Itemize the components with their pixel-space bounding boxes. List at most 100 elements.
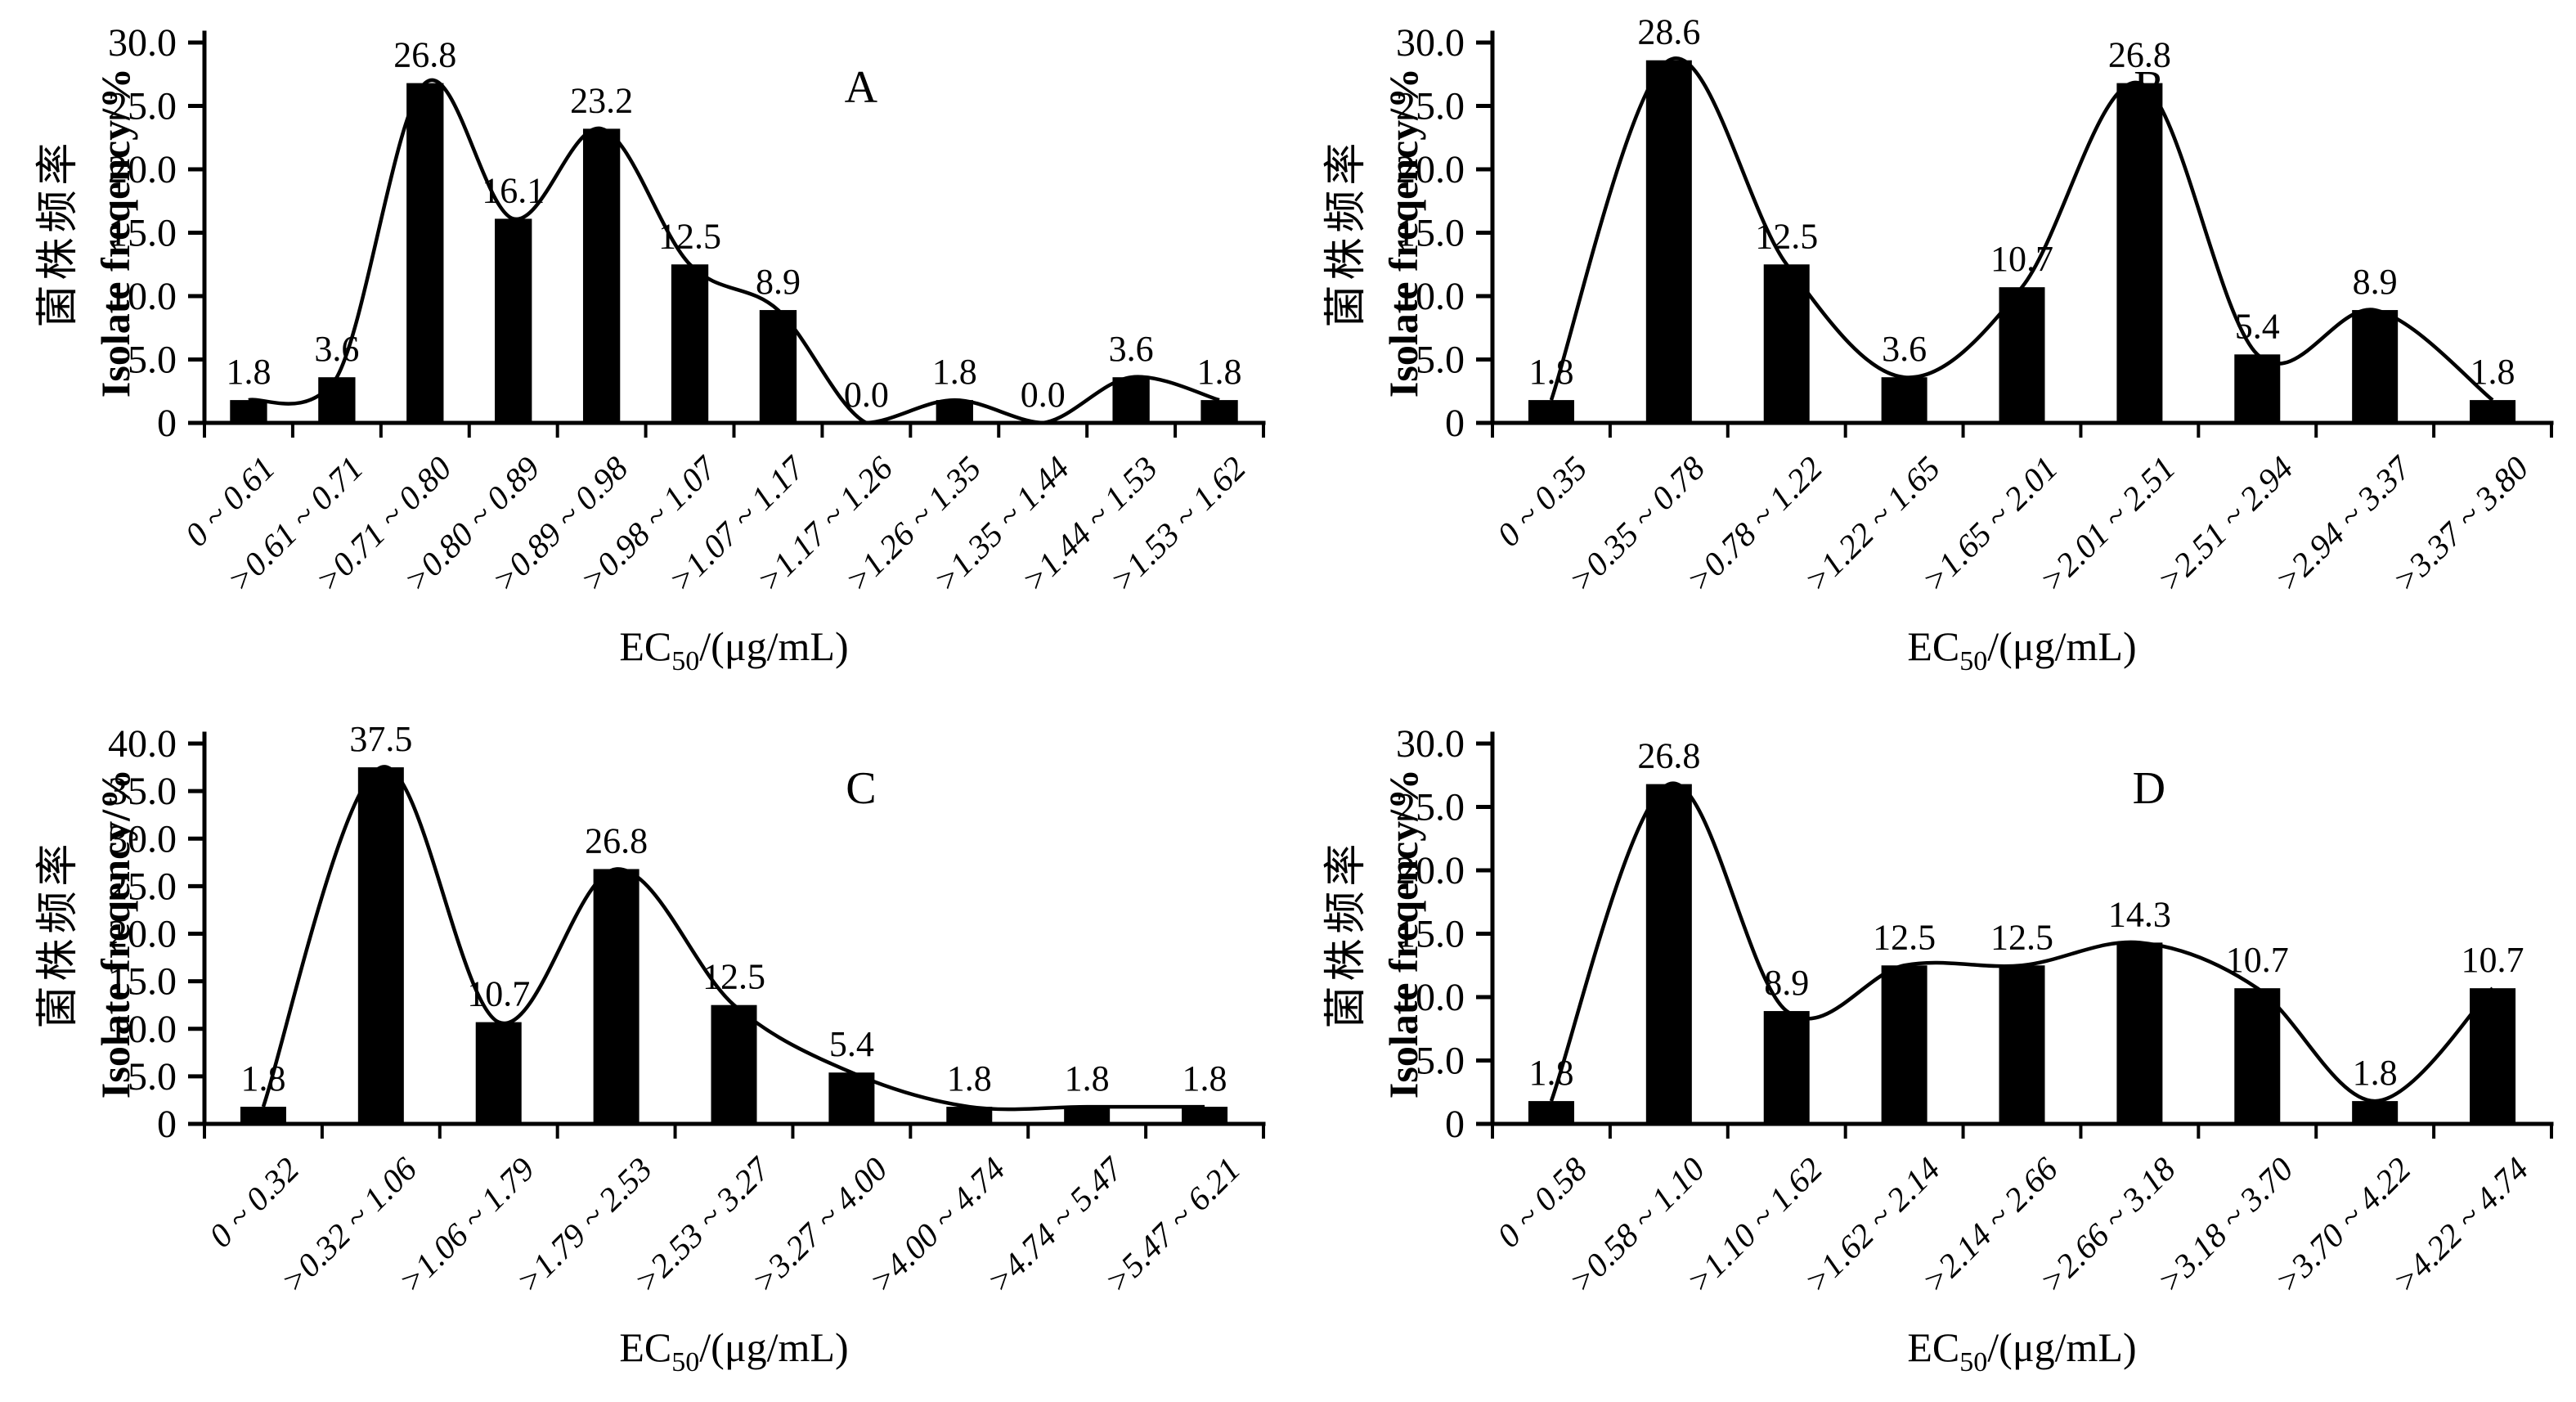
value-label: 8.9: [2353, 262, 2398, 302]
y-tick-label: 15.0: [1396, 212, 1465, 255]
value-label: 1.8: [1197, 352, 1242, 392]
value-labels: 1.8 3.6 26.8 16.1 23.2 12.5 8.9 0.0 1.8 0.0 3.6 1.8: [226, 35, 1241, 415]
bar: [1528, 400, 1574, 423]
x-tick-labels: 0 ~ 0.61>0.61 ~ 0.71>0.71 ~ 0.80>0.80 ~ …: [177, 448, 1253, 600]
value-label: 12.5: [658, 216, 721, 256]
bar: [1881, 965, 1928, 1124]
bar: [230, 400, 267, 423]
bar: [1182, 1107, 1228, 1124]
y-tick-label: 5.0: [1416, 1040, 1465, 1083]
trend-curve: [248, 78, 1220, 425]
value-label: 26.8: [393, 35, 456, 75]
bar: [1645, 784, 1692, 1124]
y-tick-label: 10.0: [1396, 275, 1465, 318]
y-tick-label: 5.0: [128, 1055, 177, 1099]
y-tick-label: 10.0: [108, 1008, 177, 1051]
bar: [240, 1107, 286, 1124]
panel-letter: A: [845, 62, 878, 113]
x-tick-labels: 0 ~ 0.58>0.58 ~ 1.10>1.10 ~ 1.62>1.62 ~ …: [1489, 1149, 2535, 1300]
trend-curve: [1549, 781, 2494, 1103]
chart-panel-b: 30.0 25.0 20.0 15.0 10.0 5.0 0 1.8 28.6 12.5 3.6 10…: [1288, 0, 2576, 701]
y-tick-label: 0: [1445, 402, 1465, 445]
value-label: 8.9: [1764, 963, 1809, 1003]
y-tick-label: 30.0: [1396, 21, 1465, 65]
chart-svg-b: 30.0 25.0 20.0 15.0 10.0 5.0 0 1.8 28.6 12.5 3.6 10…: [1323, 12, 2554, 676]
y-axis: 30.0 25.0 20.0 15.0 10.0 5.0 0: [1396, 722, 1492, 1146]
value-label: 3.6: [1109, 329, 1154, 369]
y-axis: 30.0 25.0 20.0 15.0 10.0 5.0 0: [108, 21, 204, 445]
x-axis-title: EC50/(μg/mL): [1907, 1324, 2136, 1377]
bar: [2116, 942, 2163, 1124]
value-label: 1.8: [2353, 1053, 2398, 1093]
y-tick-label: 35.0: [108, 770, 177, 813]
bar: [1999, 965, 2045, 1124]
y-tick-label: 30.0: [108, 21, 177, 65]
bar: [828, 1072, 875, 1124]
value-label: 1.8: [240, 1058, 285, 1099]
y-tick-label: 0: [157, 402, 177, 445]
bars: [1528, 60, 2516, 423]
bars: [240, 767, 1228, 1124]
chart-svg-c: 40.035.030.025.020.015.010.05.001.837.51…: [35, 719, 1266, 1377]
value-label: 12.5: [1755, 216, 1818, 256]
y-axis-title-en: Isolate freqency/%: [1380, 769, 1426, 1099]
value-label: 3.6: [1882, 329, 1927, 369]
value-label: 37.5: [349, 719, 412, 759]
bar: [1881, 377, 1928, 423]
x-axis-title: EC50/(μg/mL): [1907, 623, 2136, 676]
value-label: 1.8: [932, 352, 977, 392]
chart-panel-a: 30.0 25.0 20.0 15.0 10.0 5.0 0 1.8 3.6 26.8 16.1 23…: [0, 0, 1288, 701]
y-tick-label: 25.0: [1396, 85, 1465, 128]
y-axis-title-cn: 菌株频率: [35, 137, 82, 327]
value-label: 10.7: [467, 974, 530, 1014]
value-label: 1.8: [2471, 352, 2515, 392]
value-label: 5.4: [829, 1024, 874, 1064]
y-tick-label: 25.0: [108, 85, 177, 128]
bar: [2234, 354, 2281, 423]
y-tick-label: 25.0: [108, 865, 177, 908]
y-tick-label: 15.0: [108, 960, 177, 1004]
value-label: 16.1: [482, 170, 545, 210]
y-axis-title-cn: 菌株频率: [1323, 838, 1370, 1028]
bar: [1999, 287, 2045, 423]
y-tick-label: 5.0: [128, 339, 177, 382]
panel-letter: C: [846, 763, 876, 814]
y-axis-title-cn: 菌株频率: [1323, 137, 1370, 327]
value-label: 28.6: [1637, 12, 1700, 52]
y-axis-title-cn: 菌株频率: [35, 838, 82, 1028]
bar: [2116, 83, 2163, 423]
value-label: 5.4: [2235, 306, 2280, 346]
value-label: 10.7: [2226, 940, 2289, 980]
value-label: 1.8: [226, 352, 271, 392]
axes: [202, 30, 1266, 425]
y-tick-label: 20.0: [1396, 849, 1465, 892]
x-tick-labels: 0 ~ 0.32>0.32 ~ 1.06>1.06 ~ 1.79>1.79 ~ …: [201, 1149, 1247, 1301]
value-label: 26.8: [1637, 736, 1700, 776]
value-label: 0.0: [1021, 375, 1066, 415]
value-label: 1.8: [1528, 1053, 1573, 1093]
bars: [230, 83, 1238, 423]
y-tick-label: 10.0: [1396, 976, 1465, 1019]
bar: [759, 310, 797, 423]
bar: [936, 400, 973, 423]
bar: [946, 1107, 993, 1124]
value-label: 26.8: [2108, 35, 2171, 75]
bar: [495, 218, 532, 423]
x-axis-title: EC50/(μg/mL): [619, 1324, 848, 1377]
y-axis: 40.035.030.025.0 20.015.010.05.00: [108, 722, 204, 1146]
bar: [357, 767, 404, 1124]
bar: [1064, 1107, 1111, 1124]
y-tick-label: 40.0: [108, 722, 177, 766]
value-label: 12.5: [1990, 917, 2053, 957]
x-axis: [203, 423, 1265, 438]
bar: [1763, 264, 1810, 423]
bar: [671, 264, 709, 423]
bars: [1528, 784, 2516, 1124]
chart-panel-c: 40.0 35.0 30.0 25.0 20.0 15.0 10.0 5.0 0 1.8 37.5 1…: [0, 701, 1288, 1402]
y-tick-label: 0: [157, 1103, 177, 1146]
bar: [1528, 1101, 1574, 1124]
value-label: 1.8: [947, 1058, 992, 1099]
value-label: 0.0: [844, 375, 889, 415]
x-tick-labels: 0 ~ 0.35>0.35 ~ 0.78>0.78 ~ 1.22>1.22 ~ …: [1489, 448, 2535, 600]
